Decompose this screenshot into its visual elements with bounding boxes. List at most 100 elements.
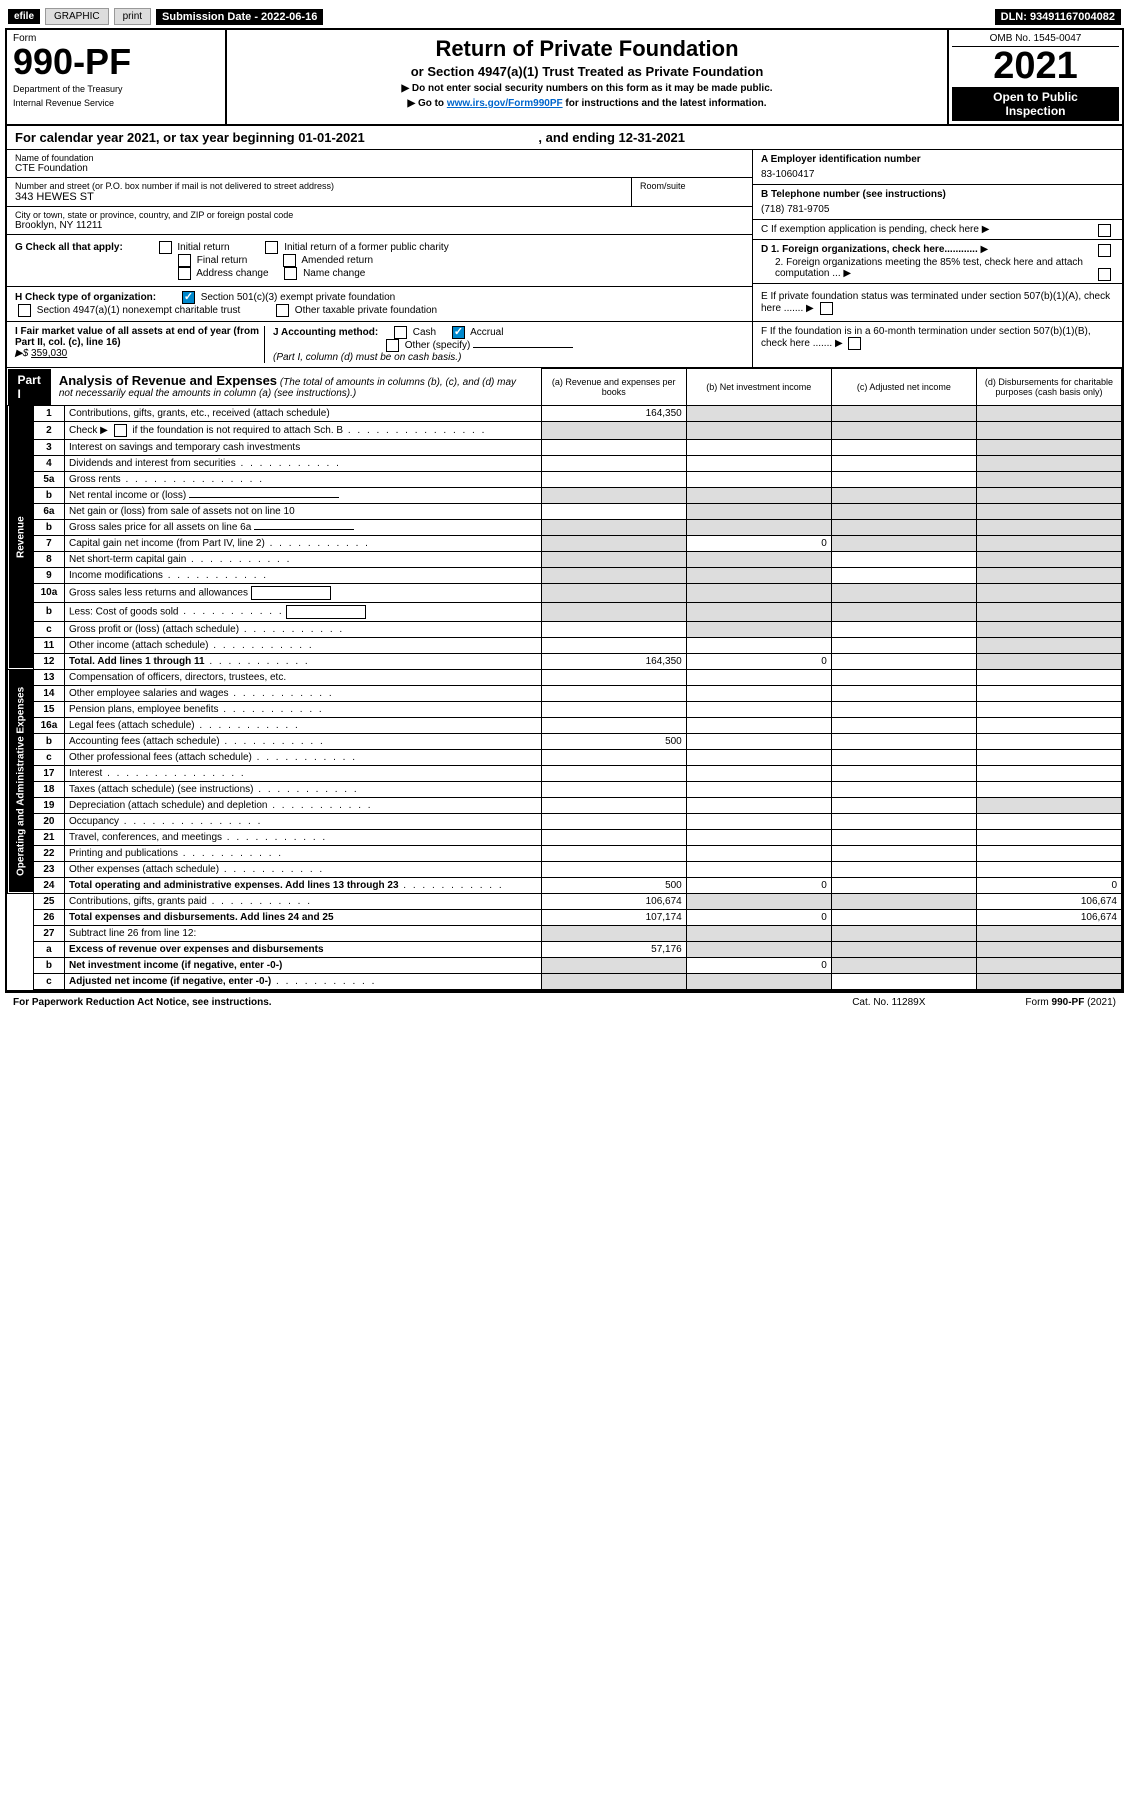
print-button[interactable]: print	[114, 8, 151, 25]
instructions-link[interactable]: www.irs.gov/Form990PF	[447, 98, 563, 109]
footer: For Paperwork Reduction Act Notice, see …	[5, 992, 1124, 1012]
r15-d	[976, 701, 1121, 717]
cb-amended[interactable]	[283, 254, 296, 267]
r10b-text: Less: Cost of goods sold	[69, 606, 179, 617]
form-number: 990-PF	[13, 44, 219, 80]
r8-desc: Net short-term capital gain	[64, 551, 541, 567]
r10a-text: Gross sales less returns and allowances	[69, 587, 248, 598]
cb-h2[interactable]	[18, 304, 31, 317]
cb-name-change[interactable]	[284, 267, 297, 280]
r3-c	[831, 439, 976, 455]
r27-c	[831, 925, 976, 941]
r9-c	[831, 567, 976, 583]
row-19: 19Depreciation (attach schedule) and dep…	[8, 797, 1122, 813]
j-note: (Part I, column (d) must be on cash basi…	[273, 352, 461, 363]
a-label: A Employer identification number	[761, 154, 921, 165]
r15-num: 15	[33, 701, 64, 717]
r15-desc: Pension plans, employee benefits	[64, 701, 541, 717]
cb-addr-change[interactable]	[178, 267, 191, 280]
r10b-b	[686, 602, 831, 621]
r10c-c	[831, 621, 976, 637]
r27a-num: a	[33, 941, 64, 957]
r22-desc: Printing and publications	[64, 845, 541, 861]
r23-b	[686, 861, 831, 877]
r16b-d	[976, 733, 1121, 749]
calendar-year-row: For calendar year 2021, or tax year begi…	[7, 126, 1122, 150]
cb-accrual[interactable]	[452, 326, 465, 339]
r2-c	[831, 421, 976, 439]
r10b-c	[831, 602, 976, 621]
r5b-num: b	[33, 487, 64, 503]
r8-c	[831, 551, 976, 567]
r16a-desc: Legal fees (attach schedule)	[64, 717, 541, 733]
r26-num: 26	[33, 909, 64, 925]
cb-initial[interactable]	[159, 241, 172, 254]
cb-cash[interactable]	[394, 326, 407, 339]
row-16b: bAccounting fees (attach schedule)500	[8, 733, 1122, 749]
row-8: 8Net short-term capital gain	[8, 551, 1122, 567]
r19-b	[686, 797, 831, 813]
r23-a	[541, 861, 686, 877]
r17-c	[831, 765, 976, 781]
row-20: 20Occupancy	[8, 813, 1122, 829]
r11-d	[976, 637, 1121, 653]
r11-desc: Other income (attach schedule)	[64, 637, 541, 653]
j-label: J Accounting method:	[273, 327, 378, 338]
graphic-button[interactable]: GRAPHIC	[45, 8, 109, 25]
cb-f[interactable]	[848, 337, 861, 350]
cb-c[interactable]	[1098, 224, 1111, 237]
r16b-text: Accounting fees (attach schedule)	[69, 736, 220, 747]
cb-initial-former[interactable]	[265, 241, 278, 254]
r17-num: 17	[33, 765, 64, 781]
r27c-text: Adjusted net income (if negative, enter …	[69, 976, 271, 987]
r16a-c	[831, 717, 976, 733]
main-table: Part I Analysis of Revenue and Expenses …	[7, 368, 1122, 990]
room-label: Room/suite	[640, 181, 744, 191]
r1-a: 164,350	[541, 405, 686, 421]
r6b-d	[976, 519, 1121, 535]
row-15: 15Pension plans, employee benefits	[8, 701, 1122, 717]
h-opt2: Section 4947(a)(1) nonexempt charitable …	[37, 305, 240, 316]
r16b-a: 500	[541, 733, 686, 749]
b-label: B Telephone number (see instructions)	[761, 189, 946, 200]
r7-b: 0	[686, 535, 831, 551]
g-name-change: Name change	[303, 268, 365, 279]
r16c-d	[976, 749, 1121, 765]
cb-other[interactable]	[386, 339, 399, 352]
cb-h3[interactable]	[276, 304, 289, 317]
info-left: Name of foundation CTE Foundation Number…	[7, 150, 752, 287]
cb-e[interactable]	[820, 302, 833, 315]
col-a-header: (a) Revenue and expenses per books	[541, 369, 686, 406]
r4-num: 4	[33, 455, 64, 471]
cb-final[interactable]	[178, 254, 191, 267]
cb-schb[interactable]	[114, 424, 127, 437]
r12-c	[831, 653, 976, 669]
dept-treasury: Department of the Treasury	[13, 84, 219, 94]
row-10a: 10aGross sales less returns and allowanc…	[8, 583, 1122, 602]
dept-irs: Internal Revenue Service	[13, 98, 219, 108]
r21-d	[976, 829, 1121, 845]
r16b-desc: Accounting fees (attach schedule)	[64, 733, 541, 749]
cal-year-begin: For calendar year 2021, or tax year begi…	[15, 130, 365, 145]
r22-d	[976, 845, 1121, 861]
r18-num: 18	[33, 781, 64, 797]
r21-desc: Travel, conferences, and meetings	[64, 829, 541, 845]
row-3: 3Interest on savings and temporary cash …	[8, 439, 1122, 455]
r14-c	[831, 685, 976, 701]
cb-d2[interactable]	[1098, 268, 1111, 281]
r20-b	[686, 813, 831, 829]
header-right: OMB No. 1545-0047 2021 Open to Public In…	[947, 30, 1122, 124]
row-13: Operating and Administrative Expenses 13…	[8, 669, 1122, 685]
row-6b: bGross sales price for all assets on lin…	[8, 519, 1122, 535]
r16c-text: Other professional fees (attach schedule…	[69, 752, 252, 763]
r11-b	[686, 637, 831, 653]
r22-a	[541, 845, 686, 861]
cb-d1[interactable]	[1098, 244, 1111, 257]
r12-a: 164,350	[541, 653, 686, 669]
r12-b: 0	[686, 653, 831, 669]
r6b-c	[831, 519, 976, 535]
g-addr-change: Address change	[196, 268, 268, 279]
cb-h1[interactable]	[182, 291, 195, 304]
r27c-num: c	[33, 973, 64, 989]
row-27a: aExcess of revenue over expenses and dis…	[8, 941, 1122, 957]
